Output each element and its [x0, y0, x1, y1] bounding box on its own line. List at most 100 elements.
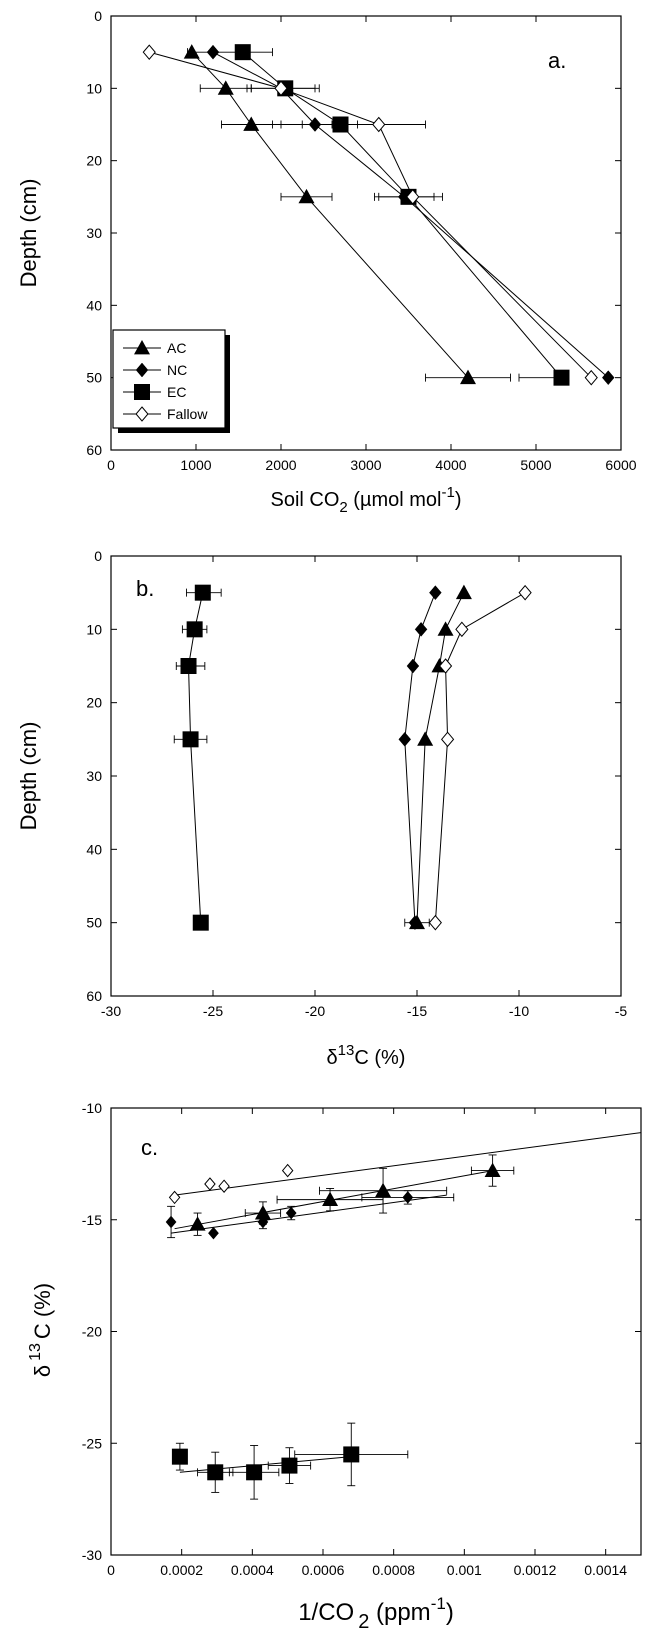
panel-a-series-ec-line: [242, 51, 562, 378]
panel-b-xlabel-sup: 13: [338, 1042, 355, 1059]
panel-c-x-tick-label: 0: [107, 1562, 115, 1578]
panel-b-series-nc-line: [404, 592, 436, 923]
panel-c-x-tick-label: 0.0006: [302, 1562, 345, 1578]
panel-b-series-fallow-point: [428, 914, 442, 931]
panel-a-x-tick-label: 2000: [265, 457, 296, 473]
panel-b-series-fallow-point: [438, 658, 453, 674]
panel-c-series-nc-point: [165, 1215, 177, 1229]
panel-c-series-fallow-fit-line: [174, 1132, 642, 1196]
panel-a-xlabel-sub: 2: [339, 499, 347, 516]
panel-c-xlabel-close: ): [446, 1599, 454, 1626]
panel-a-y-tick-label: 0: [94, 8, 102, 24]
panel-a-series-nc-point: [601, 370, 615, 386]
panel-a-letter: a.: [548, 48, 566, 73]
panel-c-series-fallow-point: [281, 1163, 294, 1178]
panel-a-series-ac-point: [460, 369, 476, 385]
panel-c-series-ec-point: [207, 1464, 224, 1481]
panel-c-series-nc-fit-line: [170, 1194, 447, 1234]
panel-b-x-tick-label: -10: [509, 1003, 529, 1019]
panel-b-xlabel-main: δ: [327, 1047, 338, 1069]
panel-a-series-fallow-line: [149, 51, 592, 379]
panel-c-series-fallow-point: [218, 1179, 230, 1193]
panel-a-xlabel-unit: (µmol mol: [348, 489, 442, 511]
panel-c-xlabel-sub: 2: [358, 1611, 369, 1633]
panel-b-series-fallow-point: [440, 731, 455, 748]
panel-c-y-tick-label: -15: [82, 1212, 102, 1228]
panel-a-series-nc-line: [212, 51, 609, 379]
panel-a-xlabel-close: ): [455, 489, 462, 511]
panel-b-xlabel-unit: C (%): [354, 1047, 405, 1069]
panel-a-y-tick-label: 50: [86, 370, 102, 386]
panel-a-y-tick-label: 20: [86, 153, 102, 169]
panel-a-series-ac-line: [191, 51, 469, 378]
panel-b-series-ec-point: [186, 621, 203, 638]
panel-a-legend-marker: [135, 406, 149, 422]
panel-c-series-ec-point: [343, 1446, 360, 1463]
panel-a-x-tick-label: 3000: [350, 457, 381, 473]
panel-c-ylabel-main: δ: [30, 1365, 55, 1377]
panel-a-legend-marker: [135, 362, 149, 378]
panel-c-x-tick-label: 0.001: [447, 1562, 482, 1578]
panel-c-series-ec-point: [246, 1464, 263, 1481]
panel-b-series-nc-point: [414, 621, 428, 637]
panel-a-series-fallow-point: [142, 44, 156, 60]
panel-c-series-ac-point: [322, 1191, 339, 1207]
panel-a-y-tick-label: 10: [86, 80, 102, 96]
panel-c-series-nc-point: [285, 1206, 297, 1220]
panel-c-series-nc-point: [402, 1191, 414, 1204]
panel-c-xlabel-sup: -1: [431, 1594, 446, 1613]
panel-b-series-ac-point: [455, 584, 472, 600]
panel-a-legend-marker: [134, 340, 150, 355]
panel-c-series-ec-point: [281, 1457, 298, 1474]
panel-b-x-tick-label: -20: [305, 1003, 325, 1019]
panel-b-series-ec-point: [194, 584, 211, 601]
panel-b-x-tick-label: -5: [615, 1003, 628, 1019]
panel-c-series-ec-point: [171, 1448, 188, 1465]
panel-c-series-ec-fit-line: [179, 1456, 352, 1473]
panel-b-y-tick-label: 40: [86, 841, 102, 857]
panel-a-series-ac-point: [217, 80, 234, 95]
panel-a-y-tick-label: 40: [86, 297, 102, 313]
panel-c-x-tick-label: 0.0008: [372, 1562, 415, 1578]
panel-b-y-tick-label: 20: [86, 695, 102, 711]
panel-c-series-fallow-point: [168, 1190, 181, 1205]
panel-b-series-nc-point: [406, 658, 420, 674]
panel-c-series-ac-point: [375, 1182, 392, 1198]
panel-b-series-fallow-line: [434, 592, 526, 923]
panel-c-y-axis-label: δ 13 C (%): [27, 1283, 55, 1377]
panel-b-series-nc-point: [398, 731, 412, 747]
panel-a-x-tick-label: 1000: [180, 457, 211, 473]
panel-b-series-fallow-point: [455, 621, 469, 638]
panel-c-x-tick-label: 0.0012: [514, 1562, 557, 1578]
panel-b-series-ec-point: [192, 914, 209, 931]
panel-c-xlabel-unit: (ppm: [369, 1599, 430, 1626]
panel-c-series-nc-point: [208, 1226, 219, 1240]
panel-a-x-tick-label: 5000: [520, 457, 551, 473]
panel-c-y-tick-label: -20: [82, 1324, 102, 1340]
panel-a-legend-label-ec: EC: [167, 384, 186, 400]
panel-b-x-tick-label: -30: [101, 1003, 121, 1019]
panel-b-y-tick-label: 0: [94, 548, 102, 564]
panel-a-x-axis-label: Soil CO2 (µmol mol-1): [270, 484, 461, 516]
panel-b-series-ac-line: [416, 592, 465, 923]
panel-c-series-ac-point: [254, 1205, 271, 1220]
panel-b-y-axis-label: Depth (cm): [16, 722, 41, 831]
panel-a-series-ac-point: [298, 188, 315, 204]
panel-c-x-axis-label: 1/CO 2 (ppm-1): [298, 1594, 454, 1633]
panel-a-x-tick-label: 6000: [605, 457, 636, 473]
panel-b-x-tick-label: -25: [203, 1003, 223, 1019]
panel-c-letter: c.: [141, 1135, 158, 1160]
panel-a-legend-label-fallow: Fallow: [167, 406, 208, 422]
panel-a-xlabel-sup: -1: [441, 484, 454, 501]
panel-b-series-ac-point: [417, 731, 434, 746]
panel-b-x-axis-label: δ13C (%): [327, 1042, 406, 1069]
panel-a-xlabel-main: Soil CO: [270, 489, 339, 511]
panel-c-y-tick-label: -25: [82, 1435, 102, 1451]
panel-a-series-fallow-point: [274, 80, 288, 97]
panel-a-series-fallow-point: [406, 189, 420, 205]
panel-c-y-tick-label: -30: [82, 1547, 102, 1563]
panel-b-series-ec-point: [182, 731, 199, 748]
panel-c-x-tick-label: 0.0004: [231, 1562, 274, 1578]
panel-a-legend-marker: [134, 384, 150, 400]
